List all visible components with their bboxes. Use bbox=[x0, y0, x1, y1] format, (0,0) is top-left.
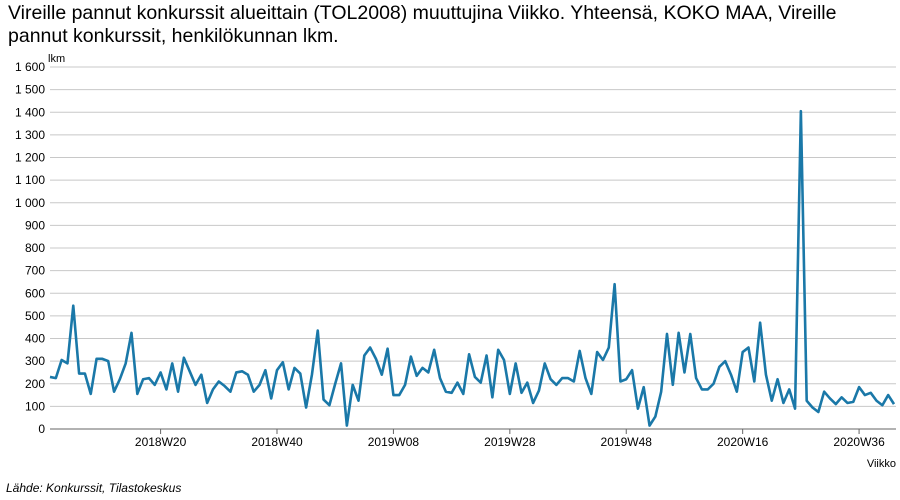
y-tick-label: 1 400 bbox=[15, 105, 45, 119]
y-tick-label: 800 bbox=[25, 241, 45, 255]
y-tick-label: 700 bbox=[25, 264, 45, 278]
y-tick-label: 500 bbox=[25, 309, 45, 323]
y-tick-label: 1 000 bbox=[15, 196, 45, 210]
y-tick-label: 300 bbox=[25, 354, 45, 368]
x-tick-label: 2018W40 bbox=[251, 435, 303, 449]
y-tick-label: 900 bbox=[25, 218, 45, 232]
x-tick-label: 2019W08 bbox=[368, 435, 420, 449]
y-tick-label: 100 bbox=[25, 399, 45, 413]
source-note: Lähde: Konkurssit, Tilastokeskus bbox=[6, 481, 182, 495]
x-tick-label: 2020W16 bbox=[717, 435, 769, 449]
y-tick-label: 0 bbox=[38, 422, 45, 436]
y-tick-label: 400 bbox=[25, 332, 45, 346]
x-tick-label: 2018W20 bbox=[135, 435, 187, 449]
y-tick-label: 1 500 bbox=[15, 83, 45, 97]
x-tick-labels: 2018W20 2018W40 2019W08 2019W28 2019W48 2020W… bbox=[135, 429, 885, 449]
x-tick-label: 2019W28 bbox=[484, 435, 536, 449]
x-tick-label: 2020W36 bbox=[833, 435, 885, 449]
y-tick-label: 600 bbox=[25, 286, 45, 300]
series-group bbox=[49, 109, 896, 427]
y-tick-labels: 0 100 200 300 400 500 600 700 800 900 1 000 1 100 1 … bbox=[15, 60, 45, 436]
chart-title: Vireille pannut konkurssit alueittain (T… bbox=[8, 2, 837, 47]
series-line bbox=[49, 109, 896, 427]
y-tick-label: 200 bbox=[25, 377, 45, 391]
x-tick-label: 2019W48 bbox=[601, 435, 653, 449]
y-tick-label: 1 200 bbox=[15, 151, 45, 165]
x-axis-label: Viikko bbox=[867, 458, 896, 470]
gridlines bbox=[50, 66, 896, 430]
y-tick-label: 1 100 bbox=[15, 173, 45, 187]
y-tick-label: 1 300 bbox=[15, 128, 45, 142]
y-tick-label: 1 600 bbox=[15, 60, 45, 74]
y-axis-label: lkm bbox=[48, 53, 65, 65]
